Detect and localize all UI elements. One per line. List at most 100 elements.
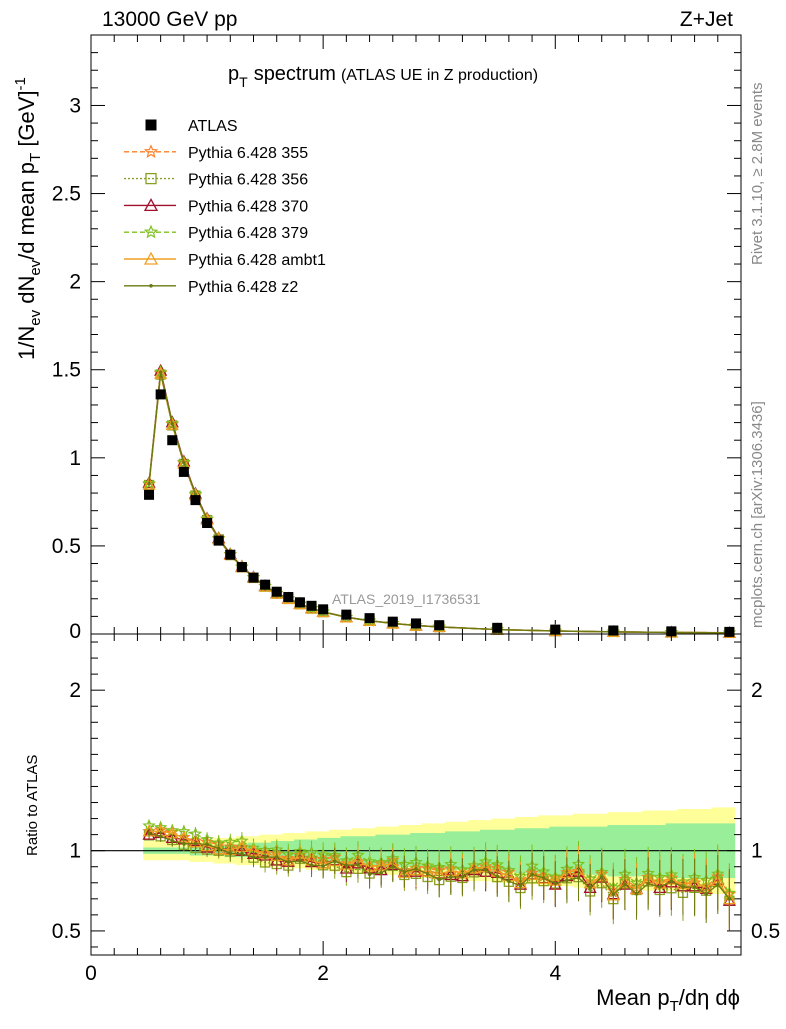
marker: [727, 897, 732, 901]
ratio-series: [142, 818, 737, 931]
marker: [681, 885, 685, 889]
marker: [274, 855, 279, 859]
ratio-y-tick-label: 0.5: [52, 920, 81, 943]
legend-item-5: Pythia 6.428 ambt1: [124, 251, 326, 269]
ratio-plot-frame: [90, 633, 742, 956]
ratio-y-tick-label-right: 1: [751, 840, 763, 863]
x-tick-label: 0: [85, 962, 97, 985]
legend-item-4: Pythia 6.428 379: [124, 224, 308, 242]
marker: [170, 421, 175, 426]
marker: [251, 855, 256, 860]
marker: [356, 862, 360, 867]
marker: [145, 119, 157, 131]
legend-label: Pythia 6.428 379: [188, 225, 308, 242]
marker: [248, 572, 259, 583]
ratio-y-label: Ratio to ATLAS: [24, 755, 41, 856]
marker: [379, 870, 383, 875]
marker: [178, 466, 189, 477]
marker: [144, 489, 155, 500]
marker: [611, 892, 616, 897]
legend-label: ATLAS: [188, 118, 238, 135]
plot-title: pT spectrum (ATLAS UE in Z production): [228, 63, 538, 90]
marker: [344, 863, 349, 868]
marker: [646, 881, 650, 886]
main-panel: 0.5 1 1.5 2 2.5 3 0 ATLAS_2019_I1736531 pT spec…: [12, 34, 742, 643]
marker: [306, 600, 317, 611]
marker: [182, 460, 186, 465]
ratio-y-tick-label-right: 2: [751, 679, 763, 702]
title-small: (ATLAS UE in Z production): [341, 67, 538, 84]
marker: [143, 144, 159, 158]
legend-label: Pythia 6.428 370: [188, 198, 308, 215]
title-spectrum: spectrum: [254, 63, 336, 85]
legend-label: Pythia 6.428 356: [188, 172, 308, 189]
marker: [599, 875, 604, 879]
legend-label: Pythia 6.428 z2: [188, 279, 298, 296]
ratio-series-5: [147, 828, 732, 929]
y-tick-label: 2.5: [52, 183, 81, 206]
marker: [263, 855, 267, 859]
marker: [390, 864, 395, 869]
marker: [530, 872, 534, 877]
legend-label: Pythia 6.428 ambt1: [188, 252, 326, 269]
marker: [341, 609, 352, 620]
legend-item-6: Pythia 6.428 z2: [124, 279, 298, 296]
marker: [149, 284, 153, 288]
x-axis-label: Mean pT/dη dϕ: [596, 985, 740, 1015]
marker: [460, 875, 465, 879]
marker: [167, 435, 178, 446]
marker: [228, 851, 233, 856]
marker: [425, 871, 430, 876]
main-ticks: 0.5 1 1.5 2 2.5 3 0: [52, 35, 741, 643]
marker: [657, 885, 662, 889]
marker: [541, 876, 546, 880]
marker: [158, 370, 163, 375]
ratio-y-tick-label: 2: [69, 679, 81, 702]
marker: [147, 831, 151, 836]
ratio-panel: 0.5 0.5 1 1 2 2 0 2 4 Ratio to ATLAS Mean pT/dη …: [24, 633, 780, 1015]
marker: [715, 882, 720, 887]
y-tick-label: 1.5: [52, 359, 81, 382]
marker: [271, 586, 282, 597]
marker: [225, 549, 236, 560]
marker: [666, 626, 677, 637]
marker: [588, 886, 592, 890]
legend-item-1: Pythia 6.428 355: [124, 144, 308, 162]
marker: [216, 846, 221, 851]
marker: [518, 883, 523, 888]
marker: [669, 879, 674, 884]
marker: [143, 198, 159, 212]
legend-item-2: Pythia 6.428 356: [124, 172, 308, 189]
marker: [332, 859, 337, 863]
marker: [472, 868, 476, 872]
marker: [634, 891, 639, 896]
marker: [434, 620, 445, 631]
marker: [411, 618, 421, 629]
legend-label: Pythia 6.428 355: [188, 145, 308, 162]
y-tick-label: 1: [69, 447, 81, 470]
marker: [367, 872, 372, 877]
marker: [286, 860, 291, 864]
marker: [437, 877, 442, 882]
marker: [576, 875, 581, 880]
marker: [387, 616, 398, 627]
series-atlas: [144, 389, 735, 637]
marker: [483, 867, 488, 872]
marker: [213, 535, 224, 546]
marker: [298, 858, 302, 863]
marker: [170, 838, 175, 843]
marker: [321, 864, 325, 868]
y-tick-label-zero: 0: [69, 620, 81, 643]
marker: [507, 879, 511, 883]
energy-label: 13000 GeV pp: [102, 8, 237, 31]
marker: [565, 878, 569, 883]
marker: [205, 842, 209, 847]
marker: [364, 613, 375, 624]
marker: [182, 841, 186, 846]
marker: [414, 867, 418, 871]
marker: [193, 841, 198, 846]
marker: [147, 482, 151, 486]
marker: [495, 874, 500, 879]
title-sub: T: [239, 74, 248, 90]
